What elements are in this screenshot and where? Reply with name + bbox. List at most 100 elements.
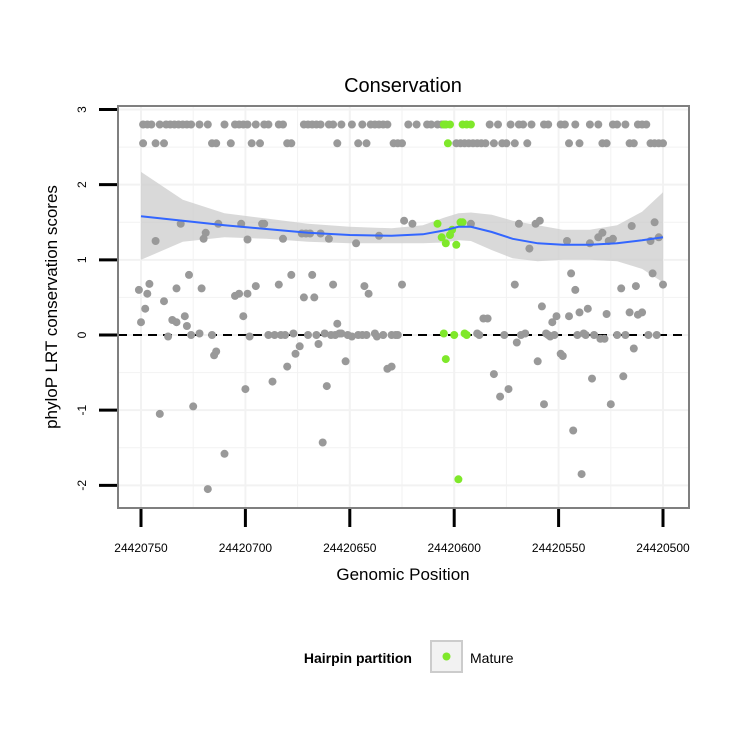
hairpin-point — [583, 304, 592, 313]
mature-point — [454, 475, 463, 484]
hairpin-point — [398, 280, 406, 289]
hairpin-point — [187, 120, 196, 129]
hairpin-point — [347, 332, 356, 341]
hairpin-point — [201, 228, 210, 237]
hairpin-point — [585, 120, 594, 129]
hairpin-point — [408, 219, 417, 228]
hairpin-point — [287, 139, 296, 148]
mature-point — [458, 218, 467, 227]
x-axis-label: Genomic Position — [336, 565, 469, 584]
hairpin-point — [322, 382, 331, 391]
hairpin-point — [631, 282, 640, 291]
hairpin-point — [613, 331, 622, 339]
x-tick-label: 24420600 — [428, 541, 482, 555]
hairpin-point — [652, 331, 661, 339]
mature-point — [441, 355, 450, 364]
hairpin-point — [270, 331, 279, 339]
hairpin-point — [329, 280, 338, 289]
hairpin-point — [629, 139, 638, 148]
hairpin-point — [577, 470, 586, 479]
hairpin-point — [247, 139, 256, 148]
hairpin-point — [352, 239, 361, 248]
hairpin-point — [629, 344, 638, 353]
mature-point — [443, 139, 452, 148]
hairpin-point — [160, 139, 168, 148]
legend-title: Hairpin partition — [304, 650, 412, 666]
hairpin-point — [245, 332, 254, 341]
hairpin-point — [137, 318, 145, 327]
hairpin-point — [550, 331, 559, 339]
hairpin-point — [260, 219, 269, 228]
hairpin-point — [160, 297, 168, 306]
hairpin-point — [489, 370, 498, 379]
hairpin-point — [337, 329, 346, 338]
hairpin-point — [212, 139, 221, 148]
hairpin-point — [659, 280, 667, 289]
hairpin-point — [621, 331, 630, 339]
hairpin-point — [548, 318, 557, 327]
hairpin-point — [341, 357, 350, 366]
hairpin-point — [241, 385, 250, 394]
hairpin-point — [617, 284, 626, 293]
hairpin-point — [393, 331, 402, 339]
hairpin-point — [281, 331, 290, 339]
hairpin-point — [195, 329, 204, 338]
hairpin-point — [358, 120, 367, 129]
hairpin-point — [155, 409, 164, 418]
hairpin-point — [600, 334, 609, 343]
hairpin-point — [364, 289, 373, 298]
hairpin-point — [333, 319, 342, 328]
hairpin-point — [312, 331, 321, 339]
hairpin-point — [243, 235, 252, 244]
hairpin-point — [412, 120, 421, 129]
hairpin-point — [565, 139, 573, 148]
hairpin-point — [362, 139, 371, 148]
hairpin-point — [527, 120, 536, 129]
hairpin-point — [379, 331, 388, 339]
hairpin-point — [585, 239, 594, 248]
hairpin-point — [644, 331, 653, 339]
hairpin-point — [372, 332, 381, 341]
hairpin-point — [220, 120, 229, 129]
hairpin-point — [324, 234, 333, 243]
hairpin-point — [235, 289, 244, 298]
hairpin-point — [590, 331, 599, 339]
hairpin-point — [659, 139, 667, 148]
hairpin-point — [264, 120, 273, 129]
hairpin-point — [506, 120, 515, 129]
hairpin-point — [588, 374, 596, 383]
hairpin-point — [383, 120, 392, 129]
hairpin-point — [333, 139, 342, 148]
hairpin-point — [650, 218, 659, 227]
hairpin-point — [299, 293, 308, 302]
plot-panel — [117, 105, 690, 509]
legend: Hairpin partition Mature — [304, 640, 514, 673]
hairpin-point — [510, 280, 519, 289]
hairpin-point — [279, 234, 287, 243]
hairpin-point — [256, 139, 264, 148]
hairpin-point — [197, 284, 206, 293]
hairpin-point — [400, 216, 409, 225]
hairpin-point — [602, 139, 611, 148]
hairpin-point — [203, 120, 212, 129]
mature-points — [433, 120, 475, 484]
hairpin-point — [521, 329, 530, 338]
y-tick-label: -2 — [75, 480, 89, 491]
hairpin-point — [354, 139, 363, 148]
hairpin-point — [347, 120, 356, 129]
hairpin-point — [172, 284, 181, 293]
hairpin-point — [134, 285, 143, 294]
hairpin-point — [571, 120, 580, 129]
hairpin-point — [525, 244, 534, 253]
hairpin-point — [141, 304, 150, 313]
hairpin-point — [489, 139, 498, 148]
hairpin-point — [642, 120, 651, 129]
hairpin-point — [220, 449, 229, 458]
hairpin-point — [608, 234, 617, 243]
x-axis: 24420750 24420700 24420650 24420600 24420550… — [114, 509, 690, 555]
hairpin-point — [143, 289, 152, 298]
hairpin-point — [540, 400, 548, 409]
hairpin-point — [514, 219, 523, 228]
hairpin-point — [427, 120, 436, 129]
y-tick-label: 0 — [75, 331, 89, 338]
